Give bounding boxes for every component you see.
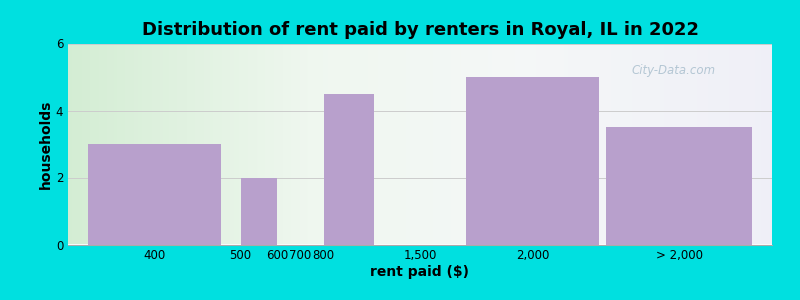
Bar bbox=[466, 77, 599, 244]
Y-axis label: households: households bbox=[39, 99, 53, 189]
Title: Distribution of rent paid by renters in Royal, IL in 2022: Distribution of rent paid by renters in … bbox=[142, 21, 698, 39]
Bar bbox=[241, 178, 278, 244]
Bar bbox=[606, 127, 752, 244]
X-axis label: rent paid ($): rent paid ($) bbox=[370, 265, 470, 279]
Bar bbox=[88, 144, 221, 244]
Bar bbox=[324, 94, 374, 244]
Text: City-Data.com: City-Data.com bbox=[631, 64, 715, 76]
